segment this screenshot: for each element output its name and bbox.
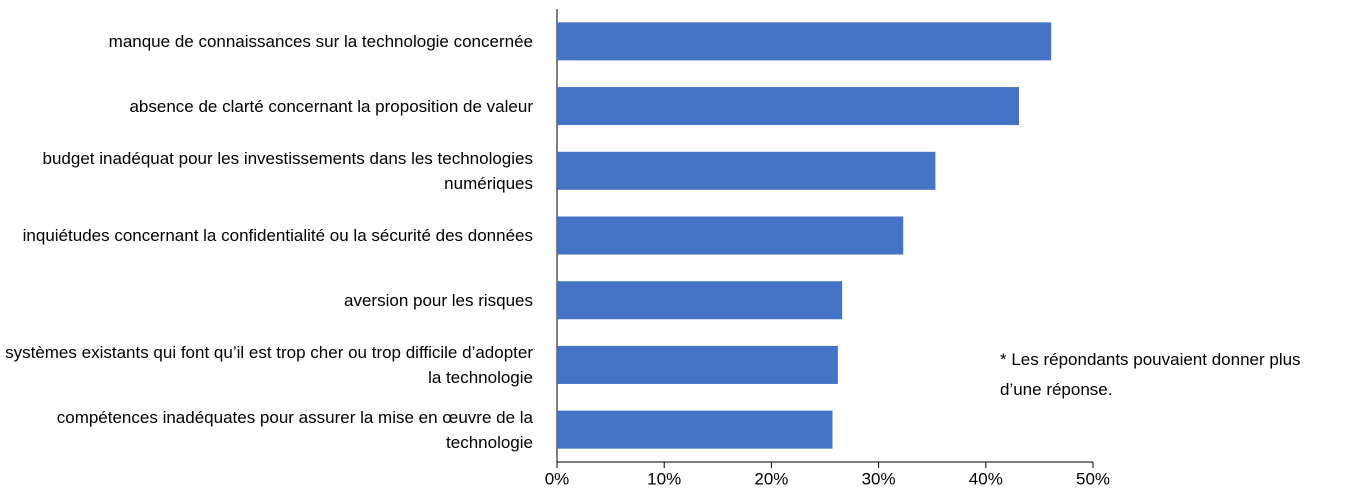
x-tick-label: 50% bbox=[1076, 469, 1110, 488]
category-label: absence de clarté concernant la proposit… bbox=[129, 96, 533, 116]
bar bbox=[557, 87, 1020, 126]
bar bbox=[557, 281, 843, 320]
category-label: manque de connaissances sur la technolog… bbox=[108, 31, 533, 51]
x-tick-label: 10% bbox=[647, 469, 681, 488]
bar bbox=[557, 151, 936, 190]
category-label: budget inadéquat pour les investissement… bbox=[42, 148, 534, 193]
bar bbox=[557, 410, 833, 449]
annotation: * Les répondants pouvaient donner plus d… bbox=[1000, 350, 1301, 399]
category-label: inquiétudes concernant la confidentialit… bbox=[22, 225, 533, 245]
bar bbox=[557, 22, 1052, 61]
x-tick-label: 40% bbox=[969, 469, 1003, 488]
x-tick-label: 20% bbox=[754, 469, 788, 488]
x-tick-label: 30% bbox=[862, 469, 896, 488]
category-label: compétences inadéquates pour assurer la … bbox=[56, 407, 533, 452]
bar bbox=[557, 345, 838, 384]
category-label: aversion pour les risques bbox=[344, 290, 533, 310]
category-label: systèmes existants qui font qu’il est tr… bbox=[5, 342, 533, 387]
bar bbox=[557, 216, 904, 255]
x-tick-label: 0% bbox=[545, 469, 570, 488]
